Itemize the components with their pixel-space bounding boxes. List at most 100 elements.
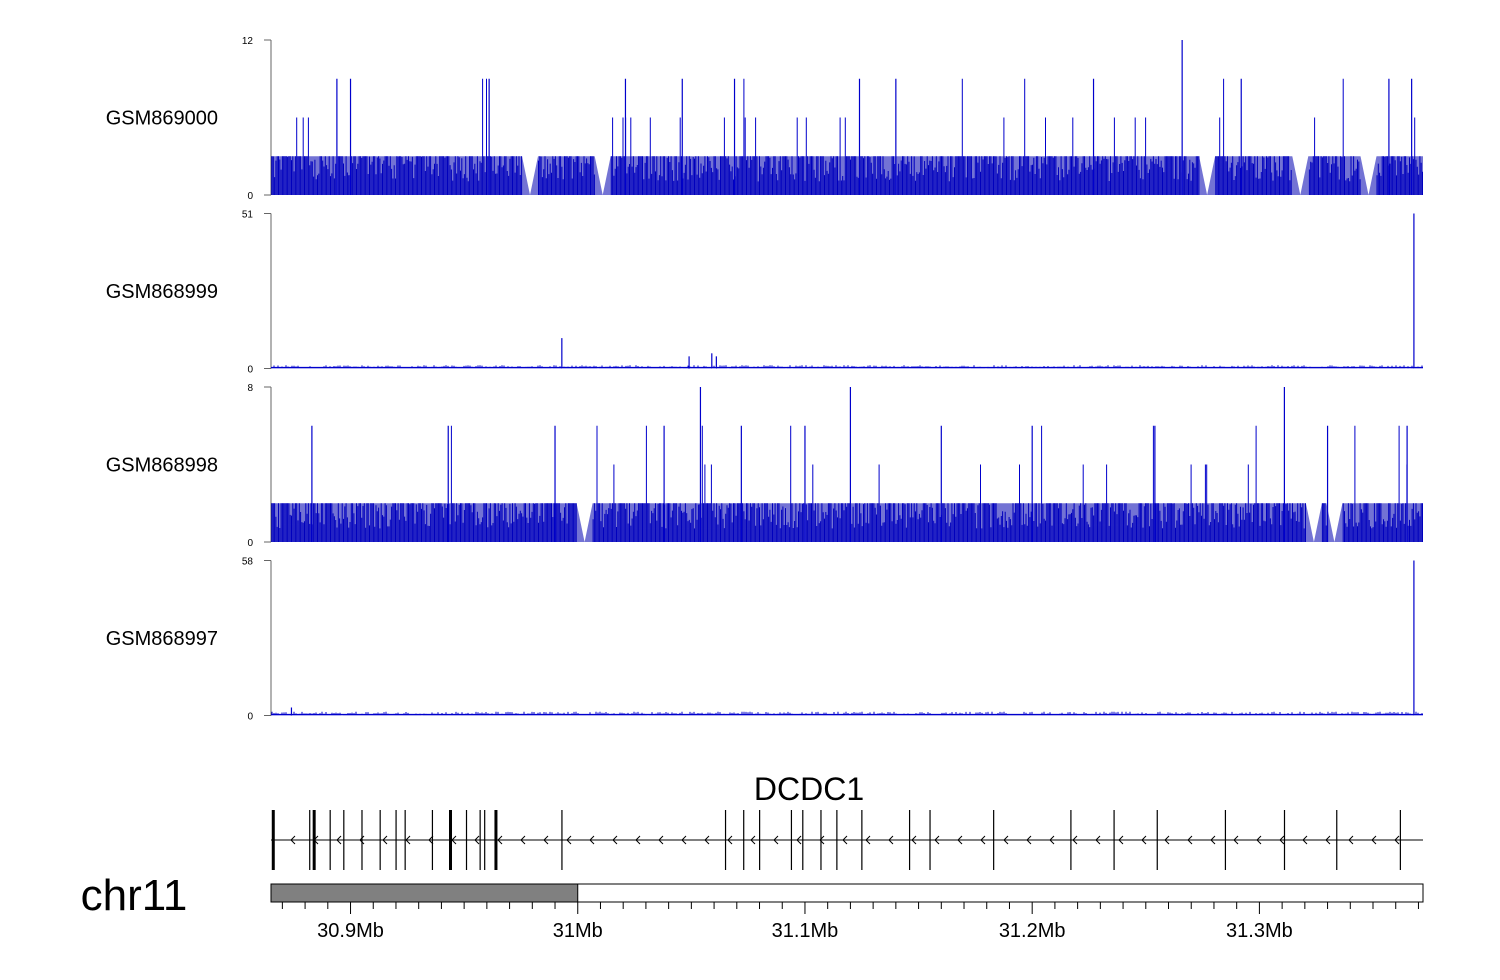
y-tick-label-max: 51 — [242, 210, 254, 221]
exon-2 — [312, 810, 316, 870]
exon-15 — [561, 810, 563, 870]
y-tick-label-min: 0 — [247, 538, 253, 549]
strand-arrow — [773, 835, 779, 845]
track-GSM869000: GSM869000 12 0 — [106, 36, 1423, 202]
track-GSM868999: GSM868999 51 0 — [106, 210, 1423, 376]
x-tick-label: 31.2Mb — [999, 920, 1066, 942]
strand-arrow — [382, 835, 388, 845]
exon-3 — [329, 810, 331, 870]
strand-arrow — [819, 835, 825, 845]
strand-arrow — [681, 835, 687, 845]
strand-arrow — [589, 835, 595, 845]
exon-23 — [861, 810, 863, 870]
exon-6 — [379, 810, 381, 870]
strand-arrow — [520, 835, 526, 845]
strand-arrow — [474, 835, 480, 845]
exon-8 — [404, 810, 406, 870]
exon-33 — [1399, 810, 1401, 870]
exon-32 — [1336, 810, 1338, 870]
exon-24 — [908, 810, 911, 870]
strand-arrow — [1026, 835, 1032, 845]
strand-arrow — [888, 835, 894, 845]
strand-arrow — [1233, 835, 1239, 845]
strand-arrow — [1095, 835, 1101, 845]
strand-arrow — [1049, 835, 1055, 845]
exon-19 — [790, 810, 793, 870]
exon-22 — [836, 810, 838, 870]
exon-5 — [361, 810, 363, 870]
y-tick-label-max: 8 — [247, 383, 253, 394]
track-label: GSM868998 — [106, 455, 218, 477]
exon-13 — [484, 810, 486, 870]
gene-name: DCDC1 — [754, 771, 864, 807]
y-tick-label-min: 0 — [247, 191, 253, 202]
signal-band — [271, 156, 1423, 195]
strand-arrow — [290, 835, 296, 845]
strand-arrow — [934, 835, 940, 845]
gene-track: DCDC1 — [271, 771, 1423, 870]
strand-arrow — [1348, 835, 1354, 845]
strand-arrow — [1072, 835, 1078, 845]
x-tick-label: 31.3Mb — [1226, 920, 1293, 942]
exon-1 — [309, 810, 311, 870]
exon-21 — [820, 810, 822, 870]
strand-arrow — [1141, 835, 1147, 845]
exon-26 — [993, 810, 995, 870]
ideogram-highlight — [270, 883, 579, 903]
exon-20 — [802, 810, 804, 870]
chromosome-ideogram — [270, 883, 1424, 903]
x-tick-label: 31Mb — [553, 920, 603, 942]
exon-30 — [1224, 810, 1227, 870]
exon-12 — [479, 810, 481, 870]
strand-arrow — [428, 835, 434, 845]
exon-27 — [1070, 810, 1072, 870]
exon-31 — [1283, 810, 1286, 870]
exon-4 — [343, 810, 345, 870]
y-tick-label-max: 58 — [242, 557, 254, 568]
strand-arrow — [1187, 835, 1193, 845]
track-GSM868997: GSM868997 58 0 — [106, 557, 1423, 723]
strand-arrow — [1118, 835, 1124, 845]
x-tick-label: 31.1Mb — [772, 920, 839, 942]
strand-arrow — [612, 835, 618, 845]
strand-arrow — [980, 835, 986, 845]
track-label: GSM868997 — [106, 628, 218, 650]
strand-arrow — [658, 835, 664, 845]
y-tick-label-min: 0 — [247, 365, 253, 376]
strand-arrow — [1302, 835, 1308, 845]
exon-28 — [1113, 810, 1115, 870]
strand-arrow — [911, 835, 917, 845]
x-tick-label: 30.9Mb — [317, 920, 384, 942]
strand-arrow — [1256, 835, 1262, 845]
y-tick-label-min: 0 — [247, 712, 253, 723]
track-label: GSM869000 — [106, 108, 218, 130]
strand-arrow — [750, 835, 756, 845]
strand-arrow — [1164, 835, 1170, 845]
strand-arrow — [796, 835, 802, 845]
strand-arrow — [566, 835, 572, 845]
strand-arrow — [405, 835, 411, 845]
exon-11 — [465, 810, 468, 870]
strand-arrow — [1394, 835, 1400, 845]
exon-7 — [395, 810, 397, 870]
exon-0 — [271, 810, 275, 870]
exon-14 — [494, 810, 498, 870]
track-label: GSM868999 — [106, 281, 218, 303]
strand-arrow — [1279, 835, 1285, 845]
exon-9 — [431, 810, 434, 870]
strand-arrow — [336, 835, 342, 845]
data-tracks: GSM869000120GSM868999510GSM86899880GSM86… — [106, 36, 1423, 723]
exon-17 — [743, 810, 745, 870]
exon-18 — [759, 810, 761, 870]
strand-arrow — [497, 835, 503, 845]
strand-arrow — [1210, 835, 1216, 845]
exon-29 — [1156, 810, 1158, 870]
strand-arrow — [359, 835, 365, 845]
chromosome-label: chr11 — [81, 871, 188, 920]
strand-arrow — [543, 835, 549, 845]
strand-arrow — [1325, 835, 1331, 845]
strand-arrow — [957, 835, 963, 845]
strand-arrow — [1371, 835, 1377, 845]
signal-band — [271, 503, 1423, 542]
